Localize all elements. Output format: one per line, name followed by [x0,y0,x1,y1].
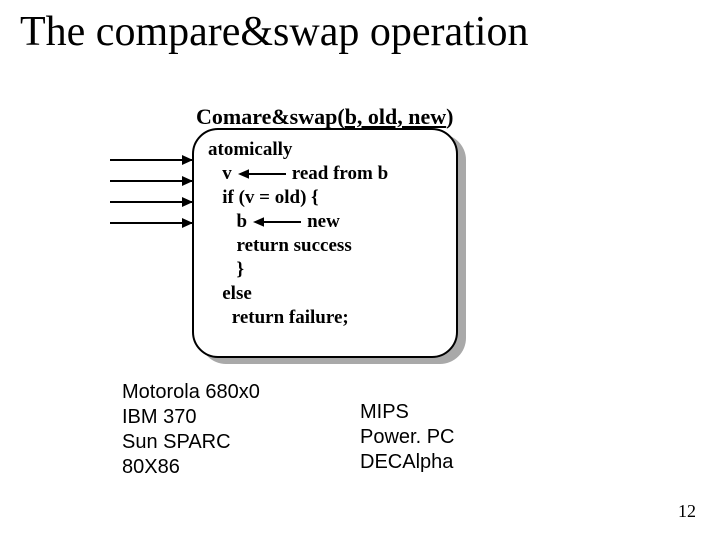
incoming-arrow-4 [110,222,192,224]
code-line-1: atomically [208,138,442,162]
left-arrow-icon [253,217,301,227]
code-l2a: v [208,163,232,184]
list-item: Power. PC [360,425,454,450]
processor-list-left: Motorola 680x0 IBM 370 Sun SPARC 80X86 [122,380,260,480]
code-line-6: } [208,258,442,282]
code-line-2: v read from b [208,162,442,186]
sig-args: b, old, new [345,104,446,129]
page-title: The compare&swap operation [20,8,528,56]
page-number: 12 [678,501,696,522]
code-line-4: b new [208,210,442,234]
incoming-arrow-2 [110,180,192,182]
list-item: 80X86 [122,455,260,480]
incoming-arrow-3 [110,201,192,203]
code-l4b: new [307,211,340,232]
processor-list-right: MIPS Power. PC DECAlpha [360,400,454,475]
list-item: MIPS [360,400,454,425]
sig-prefix: Comare&swap( [196,104,345,129]
code-line-8: return failure; [208,306,442,330]
code-line-7: else [208,282,442,306]
list-item: Sun SPARC [122,430,260,455]
list-item: Motorola 680x0 [122,380,260,405]
incoming-arrow-1 [110,159,192,161]
code-line-3: if (v = old) { [208,186,442,210]
list-item: IBM 370 [122,405,260,430]
sig-suffix: ) [446,104,453,129]
signature: Comare&swap(b, old, new) [196,104,454,130]
code-l2b: read from b [292,163,388,184]
list-item: DECAlpha [360,450,454,475]
code-box: atomically v read from b if (v = old) { b… [192,128,458,358]
left-arrow-icon [238,169,286,179]
code-line-5: return success [208,234,442,258]
code-l4a: b [208,211,247,232]
